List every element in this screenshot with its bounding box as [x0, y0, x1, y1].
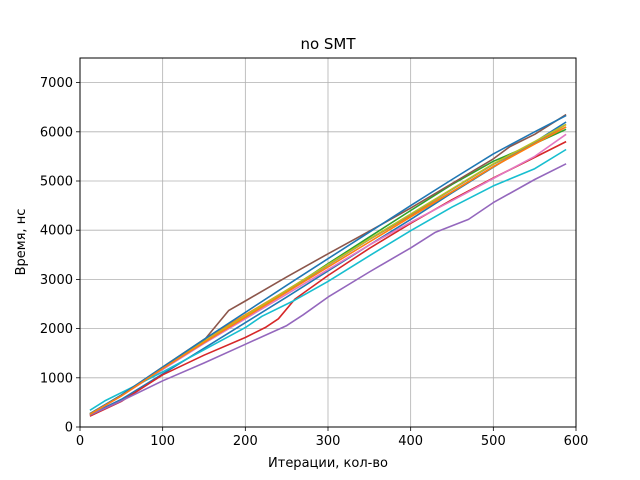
x-tick-label: 200 [233, 434, 258, 449]
y-tick-label: 3000 [40, 273, 73, 288]
y-tick-label: 6000 [40, 125, 73, 140]
x-tick-label: 400 [398, 434, 423, 449]
x-tick-label: 500 [481, 434, 506, 449]
series-line-12 [89, 126, 567, 415]
y-tick-label: 1000 [40, 371, 73, 386]
x-tick-label: 0 [76, 434, 84, 449]
y-tick-label: 0 [65, 421, 73, 436]
y-tick-label: 5000 [40, 175, 73, 190]
series-line-11 [89, 114, 567, 415]
y-tick-label: 2000 [40, 322, 73, 337]
series-line-5 [89, 163, 567, 416]
x-tick-label: 300 [316, 434, 341, 449]
x-axis-label: Итерации, кол-во [268, 456, 388, 471]
y-tick-label: 7000 [40, 76, 73, 91]
ticks: 0 100 200 300 400 500 600010002000300040005000… [40, 76, 589, 449]
x-tick-label: 100 [150, 434, 175, 449]
x-tick-label: 600 [564, 434, 589, 449]
chart-title: no SMT [300, 35, 356, 53]
y-tick-label: 4000 [40, 224, 73, 239]
series-group [89, 113, 567, 417]
grid [79, 58, 577, 428]
y-axis-label: Время, нс [14, 209, 29, 276]
